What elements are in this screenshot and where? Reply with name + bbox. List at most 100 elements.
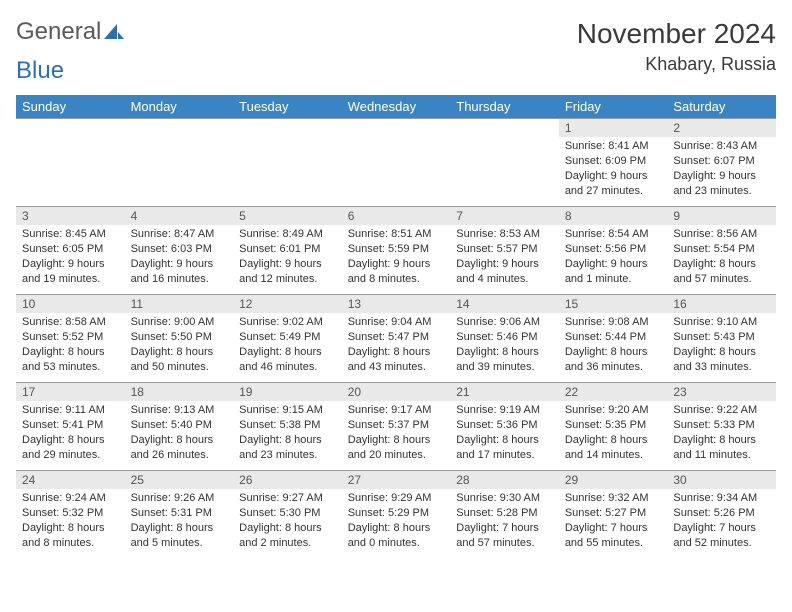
day-content: Sunrise: 9:32 AMSunset: 5:27 PMDaylight:… xyxy=(559,489,668,554)
daylight-text: Daylight: 8 hours and 57 minutes. xyxy=(673,257,770,287)
sunrise-text: Sunrise: 9:27 AM xyxy=(239,491,336,506)
sunset-text: Sunset: 5:59 PM xyxy=(348,242,445,257)
sunrise-text: Sunrise: 9:00 AM xyxy=(131,315,228,330)
daylight-text: Daylight: 8 hours and 50 minutes. xyxy=(131,345,228,375)
daylight-text: Daylight: 8 hours and 29 minutes. xyxy=(22,433,119,463)
daylight-text: Daylight: 9 hours and 8 minutes. xyxy=(348,257,445,287)
day-content: Sunrise: 9:19 AMSunset: 5:36 PMDaylight:… xyxy=(450,401,559,466)
sunrise-text: Sunrise: 8:43 AM xyxy=(673,139,770,154)
day-content: Sunrise: 8:49 AMSunset: 6:01 PMDaylight:… xyxy=(233,225,342,290)
sunrise-text: Sunrise: 9:29 AM xyxy=(348,491,445,506)
day-content: Sunrise: 9:22 AMSunset: 5:33 PMDaylight:… xyxy=(667,401,776,466)
day-number: 2 xyxy=(667,119,776,137)
weekday-header: Tuesday xyxy=(233,95,342,119)
sunrise-text: Sunrise: 8:58 AM xyxy=(22,315,119,330)
daylight-text: Daylight: 9 hours and 12 minutes. xyxy=(239,257,336,287)
day-number: 17 xyxy=(16,383,125,401)
day-content: Sunrise: 9:10 AMSunset: 5:43 PMDaylight:… xyxy=(667,313,776,378)
brand-word-2: Blue xyxy=(16,57,64,84)
daylight-text: Daylight: 8 hours and 23 minutes. xyxy=(239,433,336,463)
sunrise-text: Sunrise: 8:45 AM xyxy=(22,227,119,242)
sunrise-text: Sunrise: 9:17 AM xyxy=(348,403,445,418)
day-content: Sunrise: 9:15 AMSunset: 5:38 PMDaylight:… xyxy=(233,401,342,466)
day-content: Sunrise: 9:24 AMSunset: 5:32 PMDaylight:… xyxy=(16,489,125,554)
sunset-text: Sunset: 5:44 PM xyxy=(565,330,662,345)
sunrise-text: Sunrise: 9:11 AM xyxy=(22,403,119,418)
calendar-day-cell: 12Sunrise: 9:02 AMSunset: 5:49 PMDayligh… xyxy=(233,295,342,383)
sunrise-text: Sunrise: 8:49 AM xyxy=(239,227,336,242)
day-content: Sunrise: 9:20 AMSunset: 5:35 PMDaylight:… xyxy=(559,401,668,466)
sunrise-text: Sunrise: 9:30 AM xyxy=(456,491,553,506)
day-number: 28 xyxy=(450,471,559,489)
sunrise-text: Sunrise: 9:19 AM xyxy=(456,403,553,418)
daylight-text: Daylight: 8 hours and 39 minutes. xyxy=(456,345,553,375)
sunset-text: Sunset: 5:33 PM xyxy=(673,418,770,433)
sunrise-text: Sunrise: 8:47 AM xyxy=(131,227,228,242)
day-number: 6 xyxy=(342,207,451,225)
daylight-text: Daylight: 8 hours and 14 minutes. xyxy=(565,433,662,463)
sunset-text: Sunset: 5:36 PM xyxy=(456,418,553,433)
sunset-text: Sunset: 6:01 PM xyxy=(239,242,336,257)
calendar-day-cell: 20Sunrise: 9:17 AMSunset: 5:37 PMDayligh… xyxy=(342,383,451,471)
day-number: 12 xyxy=(233,295,342,313)
day-number: 22 xyxy=(559,383,668,401)
day-number: 15 xyxy=(559,295,668,313)
daylight-text: Daylight: 8 hours and 5 minutes. xyxy=(131,521,228,551)
daylight-text: Daylight: 8 hours and 36 minutes. xyxy=(565,345,662,375)
calendar-day-cell: 29Sunrise: 9:32 AMSunset: 5:27 PMDayligh… xyxy=(559,471,668,559)
day-content: Sunrise: 9:34 AMSunset: 5:26 PMDaylight:… xyxy=(667,489,776,554)
day-content: Sunrise: 9:17 AMSunset: 5:37 PMDaylight:… xyxy=(342,401,451,466)
weekday-header: Thursday xyxy=(450,95,559,119)
sunset-text: Sunset: 6:07 PM xyxy=(673,154,770,169)
day-number: 9 xyxy=(667,207,776,225)
sunset-text: Sunset: 5:52 PM xyxy=(22,330,119,345)
day-content: Sunrise: 8:47 AMSunset: 6:03 PMDaylight:… xyxy=(125,225,234,290)
sail-icon xyxy=(103,23,125,41)
weekday-header: Friday xyxy=(559,95,668,119)
day-number: 1 xyxy=(559,119,668,137)
calendar-day-cell: 25Sunrise: 9:26 AMSunset: 5:31 PMDayligh… xyxy=(125,471,234,559)
day-number: 25 xyxy=(125,471,234,489)
weekday-header: Sunday xyxy=(16,95,125,119)
calendar-header-row: SundayMondayTuesdayWednesdayThursdayFrid… xyxy=(16,95,776,119)
daylight-text: Daylight: 8 hours and 43 minutes. xyxy=(348,345,445,375)
sunset-text: Sunset: 5:46 PM xyxy=(456,330,553,345)
sunrise-text: Sunrise: 9:20 AM xyxy=(565,403,662,418)
sunrise-text: Sunrise: 9:34 AM xyxy=(673,491,770,506)
brand-logo: General xyxy=(16,18,125,46)
day-number: 11 xyxy=(125,295,234,313)
day-number: 26 xyxy=(233,471,342,489)
day-number: 20 xyxy=(342,383,451,401)
day-number: 10 xyxy=(16,295,125,313)
calendar-table: SundayMondayTuesdayWednesdayThursdayFrid… xyxy=(16,95,776,559)
calendar-day-cell: 3Sunrise: 8:45 AMSunset: 6:05 PMDaylight… xyxy=(16,207,125,295)
sunrise-text: Sunrise: 9:15 AM xyxy=(239,403,336,418)
sunset-text: Sunset: 5:56 PM xyxy=(565,242,662,257)
calendar-day-cell xyxy=(342,119,451,207)
sunrise-text: Sunrise: 9:08 AM xyxy=(565,315,662,330)
weekday-header: Monday xyxy=(125,95,234,119)
sunset-text: Sunset: 6:03 PM xyxy=(131,242,228,257)
day-content: Sunrise: 9:26 AMSunset: 5:31 PMDaylight:… xyxy=(125,489,234,554)
day-content: Sunrise: 9:04 AMSunset: 5:47 PMDaylight:… xyxy=(342,313,451,378)
calendar-day-cell: 27Sunrise: 9:29 AMSunset: 5:29 PMDayligh… xyxy=(342,471,451,559)
calendar-day-cell: 22Sunrise: 9:20 AMSunset: 5:35 PMDayligh… xyxy=(559,383,668,471)
day-content: Sunrise: 9:27 AMSunset: 5:30 PMDaylight:… xyxy=(233,489,342,554)
month-title: November 2024 xyxy=(577,18,776,50)
day-content: Sunrise: 9:13 AMSunset: 5:40 PMDaylight:… xyxy=(125,401,234,466)
daylight-text: Daylight: 8 hours and 46 minutes. xyxy=(239,345,336,375)
calendar-day-cell: 7Sunrise: 8:53 AMSunset: 5:57 PMDaylight… xyxy=(450,207,559,295)
daylight-text: Daylight: 8 hours and 26 minutes. xyxy=(131,433,228,463)
sunset-text: Sunset: 5:29 PM xyxy=(348,506,445,521)
calendar-week-row: 17Sunrise: 9:11 AMSunset: 5:41 PMDayligh… xyxy=(16,383,776,471)
calendar-day-cell: 4Sunrise: 8:47 AMSunset: 6:03 PMDaylight… xyxy=(125,207,234,295)
day-number: 13 xyxy=(342,295,451,313)
day-number: 7 xyxy=(450,207,559,225)
calendar-week-row: 3Sunrise: 8:45 AMSunset: 6:05 PMDaylight… xyxy=(16,207,776,295)
sunset-text: Sunset: 6:05 PM xyxy=(22,242,119,257)
daylight-text: Daylight: 9 hours and 4 minutes. xyxy=(456,257,553,287)
calendar-day-cell: 30Sunrise: 9:34 AMSunset: 5:26 PMDayligh… xyxy=(667,471,776,559)
daylight-text: Daylight: 9 hours and 27 minutes. xyxy=(565,169,662,199)
location-label: Khabary, Russia xyxy=(577,54,776,75)
calendar-day-cell: 1Sunrise: 8:41 AMSunset: 6:09 PMDaylight… xyxy=(559,119,668,207)
